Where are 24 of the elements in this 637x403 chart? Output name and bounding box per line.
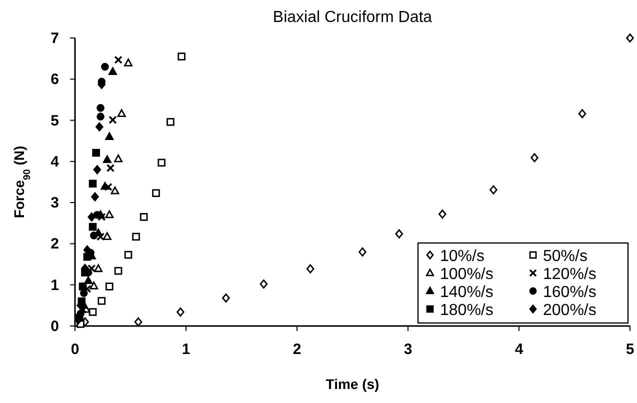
y-tick-label: 7 bbox=[50, 30, 59, 47]
x-tick-label: 0 bbox=[70, 341, 80, 358]
y-tick-label: 2 bbox=[50, 236, 59, 253]
x-tick-label: 5 bbox=[626, 341, 634, 358]
legend-label: 120%/s bbox=[543, 266, 596, 283]
y-tick-label: 1 bbox=[50, 276, 59, 294]
legend-label: 200%/s bbox=[543, 302, 596, 319]
x-tick-label: 4 bbox=[514, 341, 524, 358]
y-tick-label: 5 bbox=[50, 112, 59, 130]
x-axis-title: Time (s) bbox=[326, 376, 380, 392]
legend-label: 180%/s bbox=[440, 302, 494, 319]
x-tick-label: 2 bbox=[292, 341, 302, 358]
legend-label: 140%/s bbox=[440, 284, 494, 301]
x-tick-label: 3 bbox=[404, 341, 412, 358]
legend-label: 100%/s bbox=[440, 266, 494, 283]
y-tick-label: 3 bbox=[50, 194, 59, 212]
y-tick-label: 0 bbox=[50, 318, 59, 335]
x-tick-label: 1 bbox=[182, 341, 190, 358]
legend-label: 160%/s bbox=[543, 284, 596, 301]
chart-title: Biaxial Cruciform Data bbox=[272, 9, 432, 26]
legend-label: 10%/s bbox=[440, 248, 484, 265]
y-tick-label: 6 bbox=[50, 71, 59, 88]
y-tick-label: 4 bbox=[50, 153, 60, 170]
legend-label: 50%/s bbox=[543, 248, 588, 265]
